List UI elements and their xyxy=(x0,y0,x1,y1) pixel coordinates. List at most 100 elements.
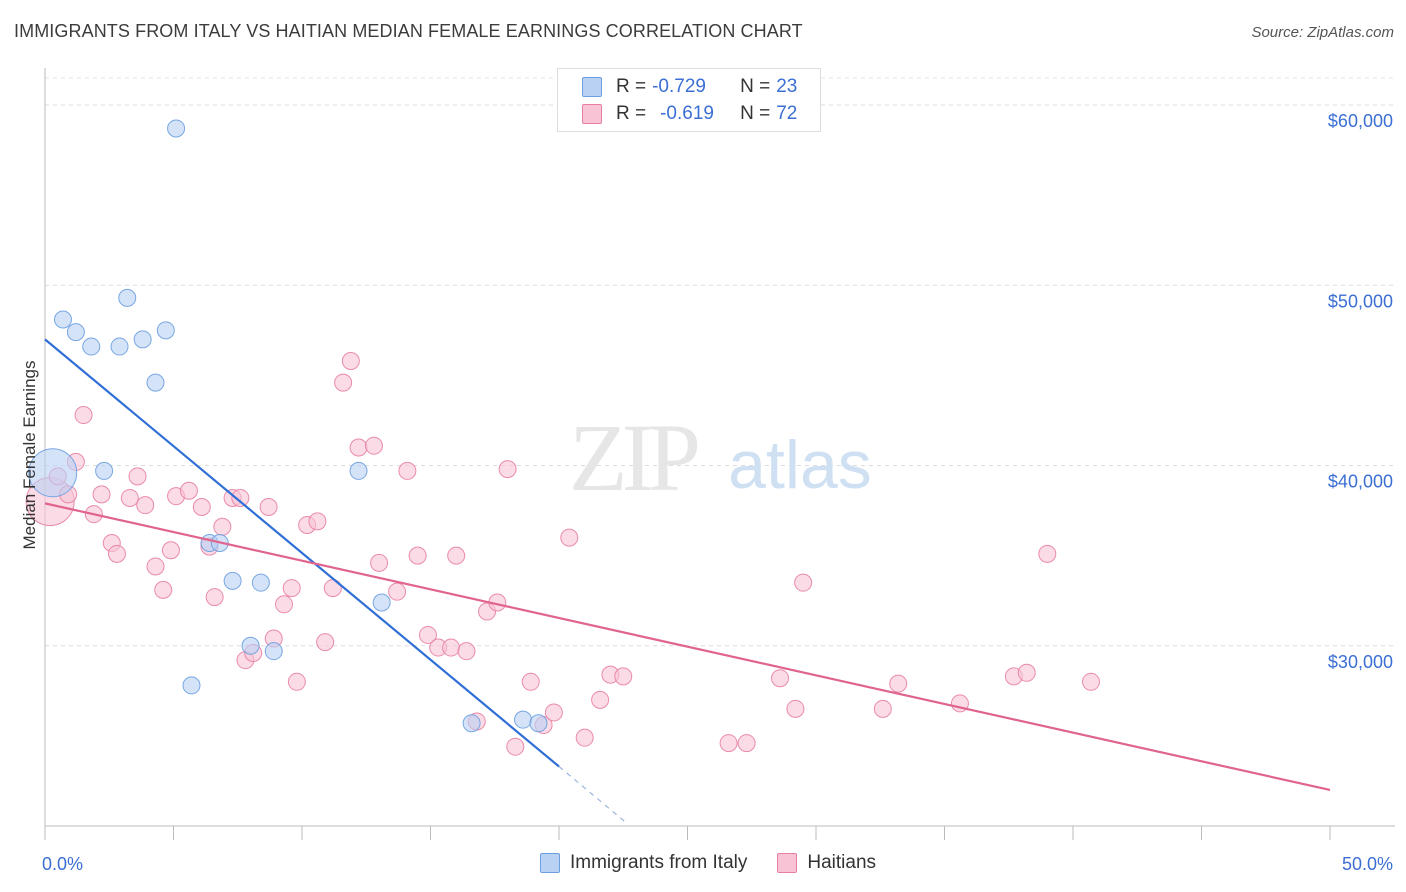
data-point xyxy=(282,579,301,598)
data-point xyxy=(223,571,242,590)
data-point xyxy=(128,467,147,486)
data-point xyxy=(372,593,391,612)
data-point xyxy=(28,448,78,498)
legend-swatch-italy xyxy=(540,853,560,873)
legend-swatch-haitians xyxy=(582,104,602,124)
data-point xyxy=(575,728,594,747)
y-tick-labels: $30,000 $40,000 $50,000 $60,000 xyxy=(1328,111,1393,672)
data-point xyxy=(341,351,360,370)
data-point xyxy=(146,557,165,576)
data-point xyxy=(544,703,563,722)
data-point xyxy=(334,373,353,392)
data-point xyxy=(95,461,114,480)
legend-item-haitians: Haitians xyxy=(777,852,876,874)
data-point xyxy=(1017,663,1036,682)
data-point xyxy=(498,460,517,479)
data-point xyxy=(591,690,610,709)
data-point xyxy=(457,642,476,661)
data-point xyxy=(418,625,437,644)
data-point xyxy=(82,337,101,356)
data-point xyxy=(161,541,180,560)
data-point xyxy=(794,573,813,592)
trendline-italy-extension xyxy=(558,766,627,823)
x-tick-label: 50.0% xyxy=(1342,854,1393,874)
data-point xyxy=(264,642,283,661)
data-point xyxy=(349,461,368,480)
data-point xyxy=(1038,544,1057,563)
data-point xyxy=(771,669,790,688)
data-point xyxy=(213,517,232,536)
axes xyxy=(44,68,1395,840)
data-point xyxy=(136,496,155,515)
gridlines xyxy=(45,77,1395,647)
data-point xyxy=(110,337,129,356)
legend-swatch-italy xyxy=(582,77,602,97)
data-point xyxy=(182,676,201,695)
legend-n-label: N = xyxy=(740,103,771,124)
x-tick-label: 0.0% xyxy=(42,854,83,874)
data-point xyxy=(74,406,93,425)
y-tick-label: $30,000 xyxy=(1328,652,1393,672)
data-point xyxy=(146,373,165,392)
legend-n-value: 72 xyxy=(776,103,798,124)
data-point xyxy=(316,633,335,652)
data-point xyxy=(462,714,481,733)
watermark: ZIP atlas xyxy=(569,404,872,511)
legend-swatch-haitians xyxy=(777,853,798,873)
series-legend: Immigrants from Italy Haitians xyxy=(540,852,906,874)
data-point xyxy=(614,667,633,686)
data-point xyxy=(560,528,579,547)
data-point xyxy=(873,699,892,718)
data-point xyxy=(442,638,461,657)
legend-r-label: R = xyxy=(616,103,647,124)
data-point xyxy=(167,119,186,138)
data-point xyxy=(251,573,270,592)
source-label: Source: ZipAtlas.com xyxy=(1251,24,1394,41)
legend-row-italy: R = -0.729 N = 23 xyxy=(582,75,797,99)
legend-n-value: 23 xyxy=(776,76,798,97)
data-point xyxy=(506,737,525,756)
data-point xyxy=(514,710,533,729)
y-tick-label: $50,000 xyxy=(1328,291,1393,311)
legend-item-italy: Immigrants from Italy xyxy=(540,852,747,874)
watermark-atlas: atlas xyxy=(728,427,872,503)
data-point xyxy=(205,588,224,607)
legend-r-value: -0.729 xyxy=(652,76,706,97)
x-tick-labels: 0.0% 50.0% xyxy=(42,854,1393,874)
data-point xyxy=(231,488,250,507)
data-point xyxy=(66,323,85,342)
trendline-italy xyxy=(44,338,560,768)
data-point xyxy=(133,330,152,349)
data-point xyxy=(53,310,72,329)
data-point xyxy=(275,595,294,614)
legend-r-label: R = xyxy=(616,76,647,97)
legend-n-label: N = xyxy=(740,76,771,97)
legend-r-value: -0.619 xyxy=(660,103,714,124)
data-point xyxy=(179,481,198,500)
y-axis-label: Median Female Earnings xyxy=(20,360,39,550)
data-point xyxy=(118,288,137,307)
data-point xyxy=(521,672,540,691)
data-point xyxy=(349,438,368,457)
data-point xyxy=(370,553,389,572)
italy-points xyxy=(28,119,548,733)
data-point xyxy=(107,544,126,563)
y-tick-label: $60,000 xyxy=(1328,111,1393,131)
data-point xyxy=(156,321,175,340)
data-point xyxy=(120,488,139,507)
data-point xyxy=(737,734,756,753)
data-point xyxy=(1081,672,1100,691)
legend-label-italy: Immigrants from Italy xyxy=(570,852,748,873)
legend-row-haitians: R = -0.619 N = 72 xyxy=(582,102,797,126)
data-point xyxy=(92,485,111,504)
legend-label-haitians: Haitians xyxy=(807,852,877,873)
data-point xyxy=(529,714,548,733)
data-point xyxy=(388,582,407,601)
data-point xyxy=(192,497,211,516)
data-point xyxy=(719,734,738,753)
trendline-haitians xyxy=(44,502,1331,792)
chart-title: IMMIGRANTS FROM ITALY VS HAITIAN MEDIAN … xyxy=(14,21,803,41)
data-point xyxy=(889,674,908,693)
data-point xyxy=(364,436,383,455)
